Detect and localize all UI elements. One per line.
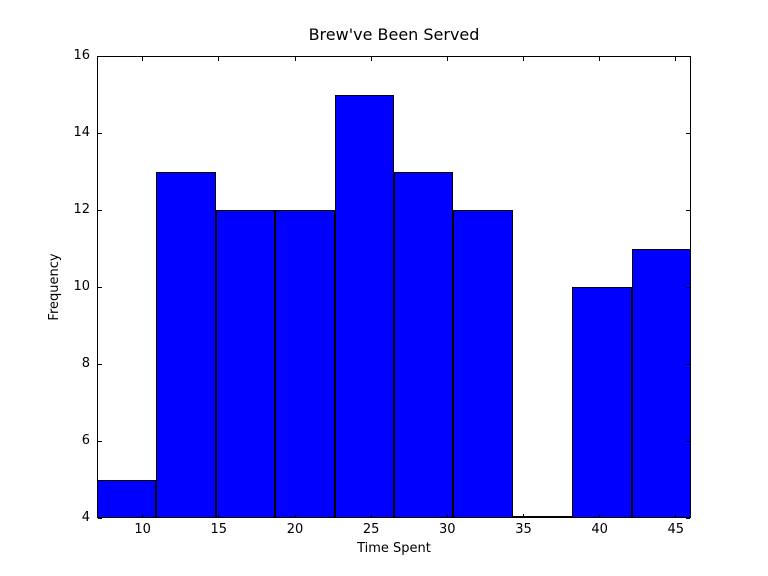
histogram-bar [275,210,335,518]
histogram-bar [631,248,691,518]
x-tick-top [446,57,448,61]
x-tick-label: 35 [515,522,532,537]
x-tick-bottom [294,514,296,518]
x-tick-bottom [523,514,524,518]
y-tick-label: 14 [73,125,90,140]
histogram-bar [572,287,632,518]
y-tick-left [98,363,102,365]
y-tick-left [98,209,102,211]
histogram-bar [453,210,513,518]
x-tick-label: 45 [667,522,685,537]
x-tick-bottom [446,514,448,518]
x-tick-bottom [599,514,601,518]
y-tick-label: 16 [73,48,90,63]
x-tick-bottom [142,514,144,518]
y-tick-left [98,440,102,442]
plot-border [97,56,691,518]
x-tick-top [675,57,677,61]
y-tick-label: 12 [73,202,90,217]
y-tick-label: 8 [81,356,90,371]
y-tick-left [98,286,102,288]
x-tick-top [294,57,296,61]
x-tick-top [218,57,220,61]
x-axis-label: Time Spent [357,541,431,556]
y-tick-right [686,363,690,365]
x-tick-label: 25 [362,522,380,537]
x-tick-top [599,57,601,61]
x-tick-bottom [675,514,677,518]
histogram-bar [156,171,216,518]
x-tick-label: 30 [439,522,456,537]
x-tick-label: 20 [286,522,304,537]
y-tick-left [98,55,102,57]
x-tick-top [142,57,144,61]
y-tick-right [686,517,690,519]
x-tick-top [370,57,372,61]
y-tick-left [98,132,102,134]
y-tick-label: 6 [81,433,90,448]
histogram-bar [334,94,394,518]
chart-title: Brew've Been Served [308,25,480,44]
x-tick-bottom [218,514,220,518]
x-tick-label: 15 [210,522,228,537]
y-tick-right [686,286,690,288]
y-tick-label: 10 [73,279,90,294]
histogram-bar [97,479,157,518]
x-tick-top [523,57,524,61]
y-tick-right [686,440,690,442]
y-tick-right [686,209,690,211]
x-tick-label: 10 [134,522,151,537]
x-tick-bottom [370,514,372,518]
y-tick-left [98,517,102,519]
y-tick-right [686,132,690,134]
y-tick-label: 4 [81,510,90,525]
y-tick-right [686,55,690,57]
x-tick-label: 40 [591,522,608,537]
histogram-bar [394,171,454,518]
